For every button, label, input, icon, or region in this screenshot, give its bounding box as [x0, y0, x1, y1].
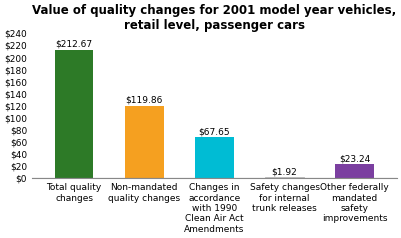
Bar — [55, 50, 93, 178]
Text: $1.92: $1.92 — [272, 167, 298, 176]
Title: Value of quality changes for 2001 model year vehicles,
retail level, passenger c: Value of quality changes for 2001 model … — [32, 4, 397, 32]
Bar — [125, 106, 164, 178]
Bar — [265, 177, 304, 178]
Bar — [336, 164, 374, 178]
Text: $23.24: $23.24 — [339, 154, 371, 163]
Text: $212.67: $212.67 — [56, 40, 93, 49]
Text: $119.86: $119.86 — [126, 96, 163, 105]
Bar — [195, 138, 234, 178]
Text: $67.65: $67.65 — [198, 127, 230, 136]
